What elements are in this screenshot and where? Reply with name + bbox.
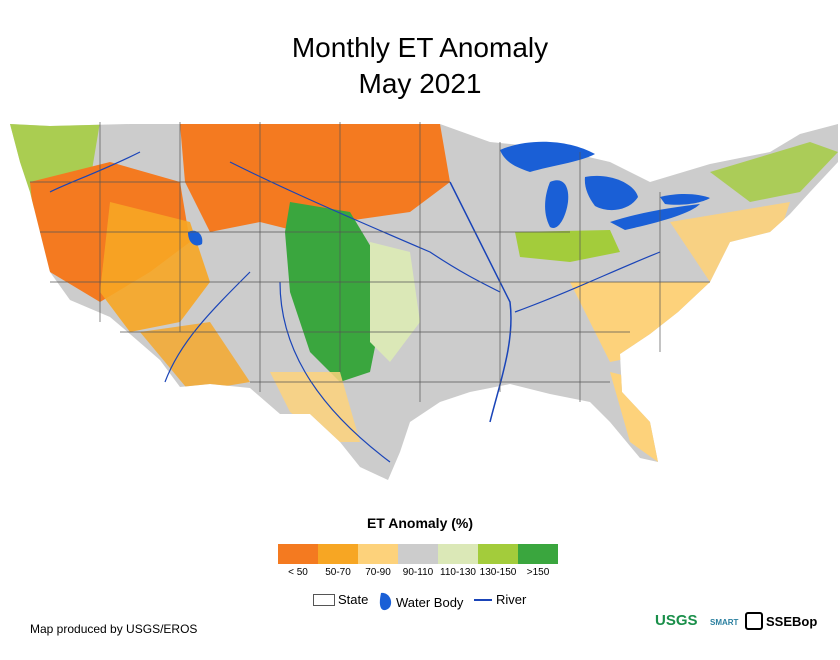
legend-swatch: 50-70 bbox=[318, 544, 358, 578]
title-line-1: Monthly ET Anomaly bbox=[291, 32, 549, 63]
anomaly-great-basin-mixed bbox=[100, 202, 210, 332]
legend-swatch-label: < 50 bbox=[288, 567, 308, 578]
anomaly-northeast-wet bbox=[710, 142, 838, 202]
river-line-icon bbox=[474, 598, 492, 601]
anomaly-northern-plains-dry bbox=[180, 124, 450, 232]
legend-swatch-label: >150 bbox=[526, 567, 550, 578]
state-swatch-icon bbox=[313, 593, 335, 606]
legend-swatches: < 50 50-70 70-90 90-110 110-130 130-150 >150 bbox=[278, 544, 558, 578]
legend-swatch: 130-150 bbox=[478, 544, 518, 578]
river-colorado bbox=[164, 271, 251, 383]
title-line-2: May 2021 bbox=[358, 68, 482, 99]
anomaly-southwest-mixed bbox=[140, 322, 250, 392]
legend-swatch: >150 bbox=[518, 544, 558, 578]
usgs-logo: USGS bbox=[655, 612, 698, 630]
legend-swatch-label: 110-130 bbox=[440, 567, 476, 578]
legend-swatch-label: 50-70 bbox=[325, 567, 351, 578]
anomaly-midwest-wet bbox=[515, 230, 620, 262]
river-columbia bbox=[49, 151, 141, 193]
legend-swatch: < 50 bbox=[278, 544, 318, 578]
lake-huron bbox=[584, 175, 638, 211]
great-salt-lake bbox=[188, 230, 203, 246]
legend-river-label: River bbox=[496, 592, 527, 607]
legend-swatch: 90-110 bbox=[398, 544, 438, 578]
legend-river: River bbox=[474, 592, 526, 607]
river-rio-grande bbox=[279, 281, 391, 463]
legend-state: State bbox=[313, 592, 368, 607]
anomaly-great-plains-wet bbox=[285, 202, 380, 382]
lake-michigan bbox=[545, 180, 569, 228]
lake-superior bbox=[500, 141, 595, 172]
anomaly-texas-dry bbox=[270, 372, 360, 442]
legend-swatch: 70-90 bbox=[358, 544, 398, 578]
legend-water-body-label: Water Body bbox=[396, 594, 464, 610]
legend-swatch-label: 70-90 bbox=[365, 567, 391, 578]
lake-erie bbox=[610, 204, 700, 230]
smart-logo: SMART bbox=[710, 612, 738, 630]
ssebop-logo: SSEBop bbox=[745, 612, 817, 630]
legend-state-label: State bbox=[338, 592, 369, 607]
map-credit: Map produced by USGS/EROS bbox=[30, 622, 198, 636]
legend-swatch: 110-130 bbox=[438, 544, 478, 578]
state-borders bbox=[30, 122, 710, 402]
map-title: Monthly ET Anomaly May 2021 bbox=[0, 30, 840, 102]
conus-map bbox=[10, 122, 838, 482]
usgs-logo-text: USGS bbox=[655, 612, 698, 629]
legend-swatch-label: 130-150 bbox=[479, 567, 517, 578]
legend-title: ET Anomaly (%) bbox=[366, 515, 474, 531]
legend-water-body: Water Body bbox=[378, 592, 463, 612]
ssebop-logo-text: SSEBop bbox=[766, 613, 818, 629]
water-body-icon bbox=[379, 592, 392, 611]
legend-swatch-label: 90-110 bbox=[402, 567, 434, 578]
ssebop-icon bbox=[745, 612, 763, 630]
smart-logo-text: SMART bbox=[710, 618, 739, 627]
river-missouri bbox=[229, 161, 501, 293]
lake-ontario bbox=[660, 194, 710, 205]
map-canvas bbox=[10, 122, 838, 480]
